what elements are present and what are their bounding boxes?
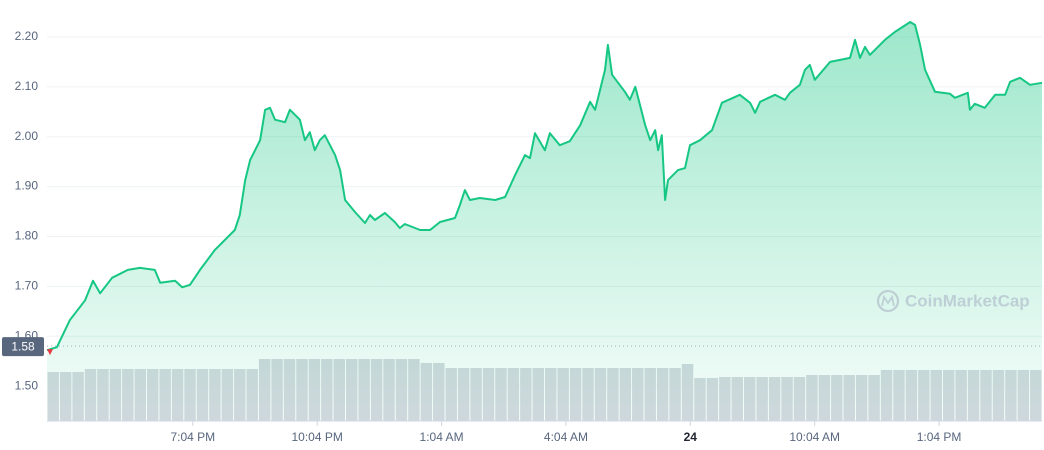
- x-tick-label: 7:04 PM: [170, 430, 215, 444]
- start-marker: [47, 349, 53, 356]
- price-area: [46, 21, 1043, 421]
- reference-badge: [2, 337, 44, 357]
- watermark-logo-mark: [881, 294, 895, 307]
- x-tick-label: 10:04 PM: [291, 430, 342, 444]
- y-tick-label: 1.50: [15, 378, 39, 392]
- x-tick-label: 1:04 PM: [917, 430, 962, 444]
- reference-label: 1.58: [11, 339, 35, 353]
- y-tick-label: 1.80: [15, 229, 39, 243]
- watermark: CoinMarketCap: [876, 289, 1030, 313]
- x-tick-label: 10:04 AM: [789, 430, 840, 444]
- y-tick-label: 1.70: [15, 279, 39, 293]
- watermark-text: CoinMarketCap: [905, 291, 1030, 310]
- y-tick-label: 2.00: [15, 129, 39, 143]
- x-tick-label: 4:04 AM: [544, 430, 588, 444]
- x-tick-label: 24: [684, 430, 698, 444]
- x-tick-label: 1:04 AM: [420, 430, 464, 444]
- y-tick-label: 2.10: [15, 79, 39, 93]
- watermark-logo: [876, 289, 900, 313]
- axes: 1.501.601.701.801.902.002.102.207:04 PM 1…: [2, 29, 1042, 444]
- y-tick-label: 1.90: [15, 179, 39, 193]
- y-tick-label: 2.20: [15, 29, 39, 43]
- price-line: [46, 21, 1043, 352]
- price-area-fill: [47, 22, 1042, 421]
